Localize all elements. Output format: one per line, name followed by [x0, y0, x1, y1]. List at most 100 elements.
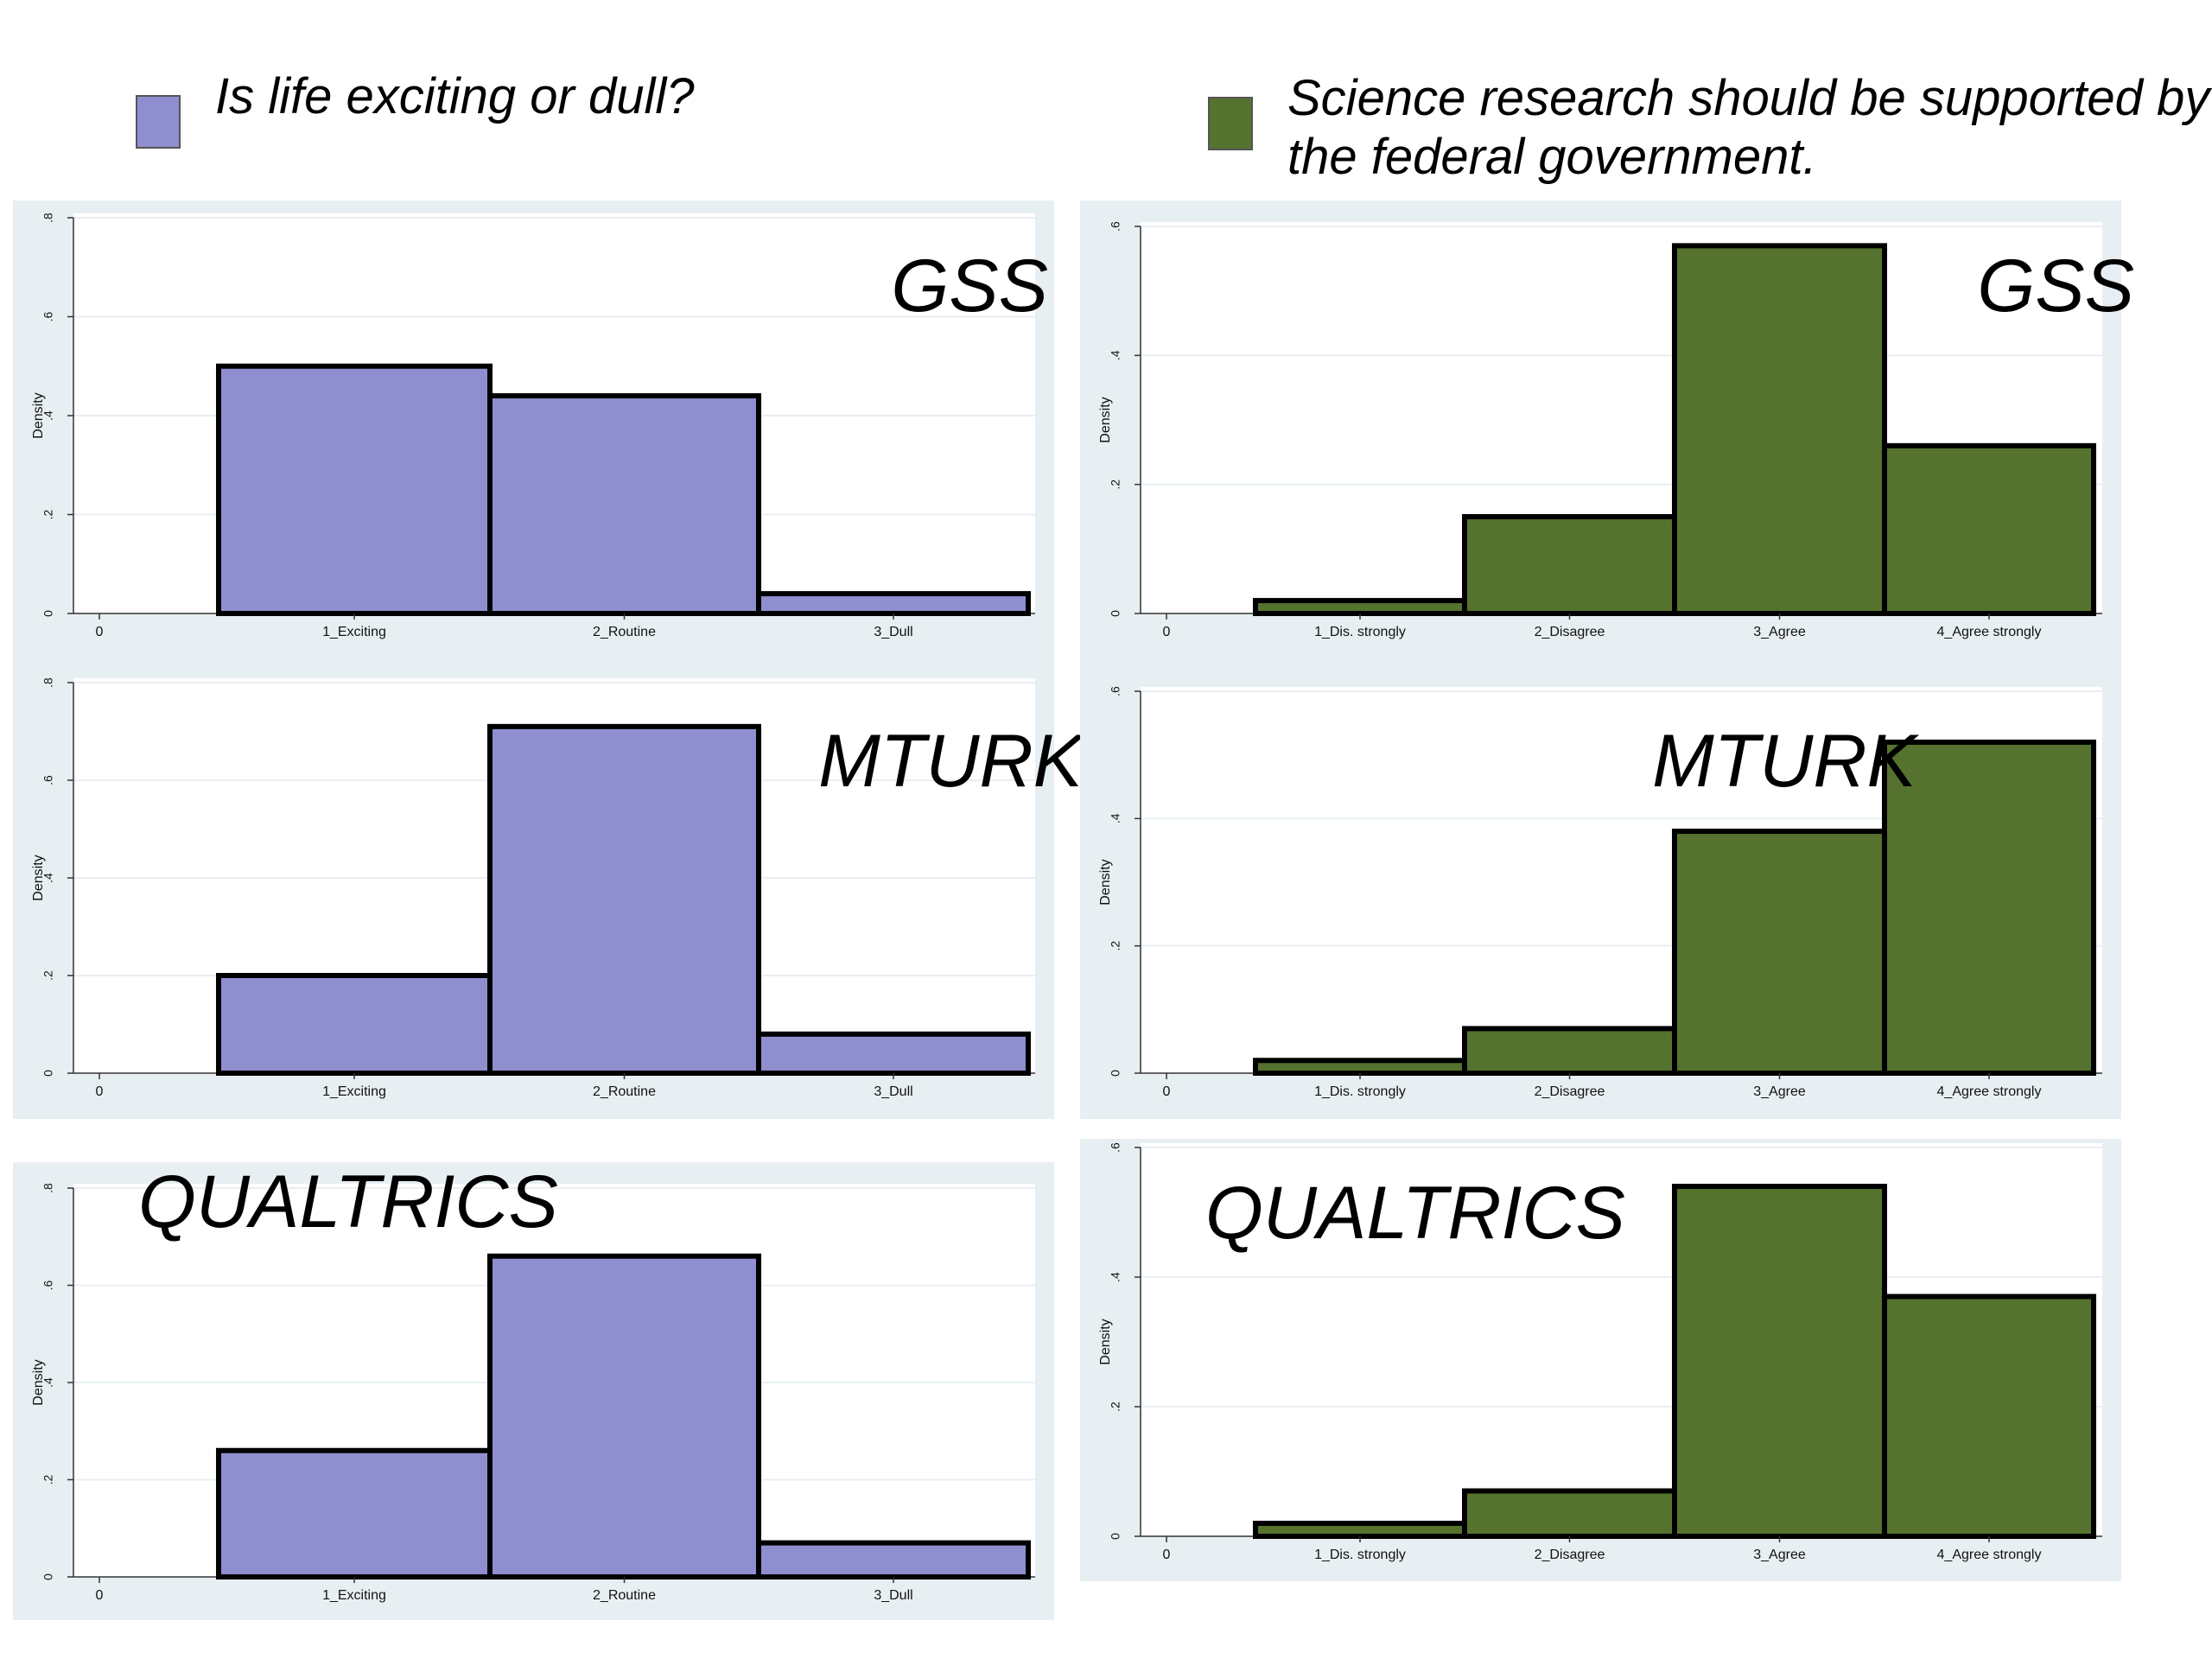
x-tick-label-zero: 0 — [1163, 1548, 1171, 1562]
x-tick-label: 2_Routine — [593, 1084, 656, 1099]
y-tick-label: 0 — [1109, 1533, 1122, 1540]
y-tick-label: 0 — [1109, 610, 1122, 617]
chart-life-qualtrics: 0 .2 .4 .6 .8 Density 0 1_Exciting 2_Routine 3_Du… — [13, 1160, 1054, 1620]
bar — [1672, 243, 1887, 617]
y-axis-label: Density — [1098, 859, 1113, 905]
x-tick-label: 3_Dull — [874, 1588, 912, 1603]
legend-label-life: Is life exciting or dull? — [215, 68, 695, 124]
source-label: QUALTRICS — [1205, 1172, 1625, 1255]
chart-svg: 0 .2 .4 .6 .8 Density 0 1_Exciting 2_Routine 3_Du… — [31, 1160, 1035, 1603]
source-label: MTURK — [1652, 720, 1919, 803]
x-tick-label: 1_Exciting — [322, 1588, 386, 1603]
x-tick-label: 2_Disagree — [1535, 625, 1605, 639]
x-tick-label-zero: 0 — [96, 1588, 104, 1603]
bar — [1672, 1184, 1887, 1539]
y-tick-label: .4 — [1109, 813, 1122, 823]
chart-science-qualtrics: 0 .2 .4 .6 Density 0 1_Dis. strongly 2_Disagree… — [1080, 1139, 2121, 1581]
legend-swatch-science — [1208, 97, 1253, 150]
chart-svg: 0 .2 .4 .6 Density 0 1_Dis. strongly 2_Disagree… — [1098, 686, 2102, 1099]
bar — [487, 723, 761, 1076]
bar — [1882, 442, 2096, 616]
chart-svg: 0 .2 .4 .6 .8 Density 0 1_Exciting 2_Routine 3_Du… — [31, 677, 1085, 1099]
chart-science-gss: 0 .2 .4 .6 Density 0 1_Dis. strongly 2_Disagree… — [1080, 200, 2134, 674]
y-tick-label: .6 — [1109, 686, 1122, 696]
x-tick-label: 3_Agree — [1753, 625, 1806, 639]
x-tick-label: 3_Agree — [1753, 1548, 1806, 1562]
chart-svg: 0 .2 .4 .6 .8 Density 0 1_Exciting 2_Routine 3_Du… — [31, 213, 1048, 639]
source-label: GSS — [891, 245, 1048, 327]
bar — [1253, 1058, 1467, 1076]
y-tick-label: .4 — [1109, 1272, 1122, 1282]
y-tick-label: .2 — [41, 1474, 55, 1484]
y-tick-label: .2 — [1109, 480, 1122, 490]
chart-svg: 0 .2 .4 .6 Density 0 1_Dis. strongly 2_Disagree… — [1098, 221, 2134, 639]
y-axis-label: Density — [31, 392, 46, 438]
source-label: QUALTRICS — [138, 1160, 558, 1243]
bar — [1672, 829, 1887, 1076]
bar — [756, 1540, 1031, 1580]
y-axis-label: Density — [1098, 1319, 1113, 1364]
y-axis-label: Density — [31, 855, 46, 900]
y-tick-label: .6 — [1109, 221, 1122, 232]
x-tick-label: 2_Routine — [593, 1588, 656, 1603]
x-tick-label: 1_Exciting — [322, 625, 386, 639]
x-tick-label-zero: 0 — [96, 625, 104, 639]
source-label: MTURK — [818, 720, 1085, 803]
y-tick-label: .4 — [1109, 350, 1122, 360]
x-tick-label: 1_Dis. strongly — [1314, 625, 1406, 639]
bar — [216, 1447, 493, 1580]
bar — [1462, 1488, 1677, 1539]
x-tick-label: 3_Agree — [1753, 1084, 1806, 1099]
bar — [216, 973, 493, 1076]
y-tick-label: .6 — [41, 311, 55, 321]
y-tick-label: .6 — [41, 775, 55, 785]
bar — [1462, 514, 1677, 616]
bar — [1253, 1521, 1467, 1539]
x-tick-label: 1_Exciting — [322, 1084, 386, 1099]
x-tick-label: 4_Agree strongly — [1937, 1548, 2042, 1562]
x-tick-label-zero: 0 — [96, 1084, 104, 1099]
bar — [756, 591, 1031, 617]
chart-life-mturk: 0 .2 .4 .6 .8 Density 0 1_Exciting 2_Routine 3_Du… — [13, 674, 1086, 1119]
x-tick-label-zero: 0 — [1163, 1084, 1171, 1099]
bar — [1462, 1026, 1677, 1076]
x-tick-label: 2_Routine — [593, 625, 656, 639]
legend-swatch-life — [136, 95, 181, 149]
x-tick-label: 1_Dis. strongly — [1314, 1084, 1406, 1099]
y-tick-label: .4 — [41, 410, 55, 421]
y-tick-label: .8 — [41, 677, 55, 688]
y-tick-label: .2 — [1109, 941, 1122, 951]
x-tick-label: 3_Dull — [874, 1084, 912, 1099]
bar — [1253, 598, 1467, 617]
x-tick-label: 4_Agree strongly — [1937, 1084, 2042, 1099]
legend-life: Is life exciting or dull? — [136, 67, 694, 149]
y-axis-label: Density — [1098, 397, 1113, 442]
chart-science-mturk: 0 .2 .4 .6 Density 0 1_Dis. strongly 2_Disagree… — [1080, 674, 2121, 1119]
bar — [1882, 739, 2096, 1077]
legend-science: Science research should be supported by … — [1208, 69, 2212, 187]
y-tick-label: .2 — [1109, 1402, 1122, 1412]
y-tick-label: .4 — [41, 1377, 55, 1388]
y-tick-label: .4 — [41, 873, 55, 883]
bar — [1882, 1294, 2096, 1539]
y-tick-label: .8 — [41, 213, 55, 223]
x-tick-label-zero: 0 — [1163, 625, 1171, 639]
y-tick-label: .2 — [41, 970, 55, 981]
y-tick-label: 0 — [41, 610, 55, 617]
x-tick-label: 3_Dull — [874, 625, 912, 639]
bar — [487, 393, 761, 616]
bar — [756, 1031, 1031, 1076]
bar — [487, 1253, 761, 1580]
bar — [216, 363, 493, 616]
chart-svg: 0 .2 .4 .6 Density 0 1_Dis. strongly 2_Disagree… — [1098, 1142, 2102, 1562]
y-tick-label: .2 — [41, 509, 55, 519]
chart-life-gss: 0 .2 .4 .6 .8 Density 0 1_Exciting 2_Routine 3_Du… — [13, 200, 1054, 674]
y-axis-label: Density — [31, 1359, 46, 1405]
source-label: GSS — [1977, 245, 2134, 327]
x-tick-label: 1_Dis. strongly — [1314, 1548, 1406, 1562]
x-tick-label: 2_Disagree — [1535, 1548, 1605, 1562]
y-tick-label: .6 — [1109, 1142, 1122, 1153]
y-tick-label: 0 — [1109, 1070, 1122, 1077]
y-tick-label: 0 — [41, 1573, 55, 1580]
x-tick-label: 4_Agree strongly — [1937, 625, 2042, 639]
